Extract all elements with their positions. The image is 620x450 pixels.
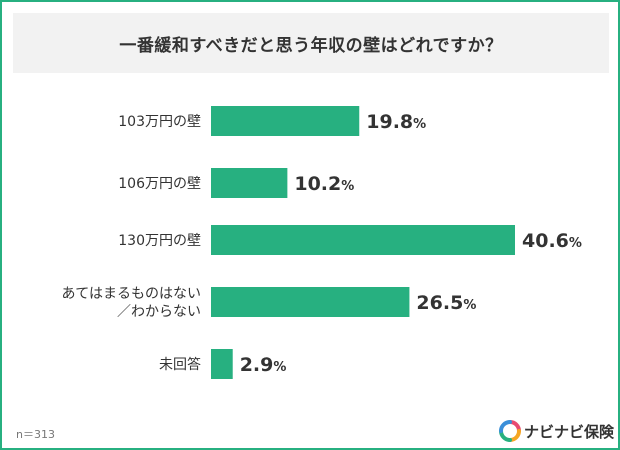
value-label: 40.6% [522,230,582,252]
bar [211,349,233,379]
bar [211,225,515,255]
value-label: 19.8% [366,111,426,133]
category-label: 106万円の壁 [118,176,201,192]
chart-title: 一番緩和すべきだと思う年収の壁はどれですか？ [119,35,503,56]
brand-mark-icon [499,420,521,442]
category-label: 130万円の壁 [118,233,201,249]
value-label: 10.2% [294,173,354,195]
value-label: 26.5% [416,292,476,314]
bar [211,168,288,198]
title-box: 一番緩和すべきだと思う年収の壁はどれですか？ [13,13,609,73]
value-label: 2.9% [240,354,287,376]
brand-name: ナビナビ保険 [524,422,615,441]
category-label: あてはまるものはない／わからない [62,286,201,320]
category-label: 未回答 [159,356,201,373]
sample-size-note: n＝313 [16,428,55,441]
bar [211,106,360,136]
category-label: 103万円の壁 [118,114,201,130]
bar [211,287,410,317]
brand-logo: ナビナビ保険 [499,420,614,442]
